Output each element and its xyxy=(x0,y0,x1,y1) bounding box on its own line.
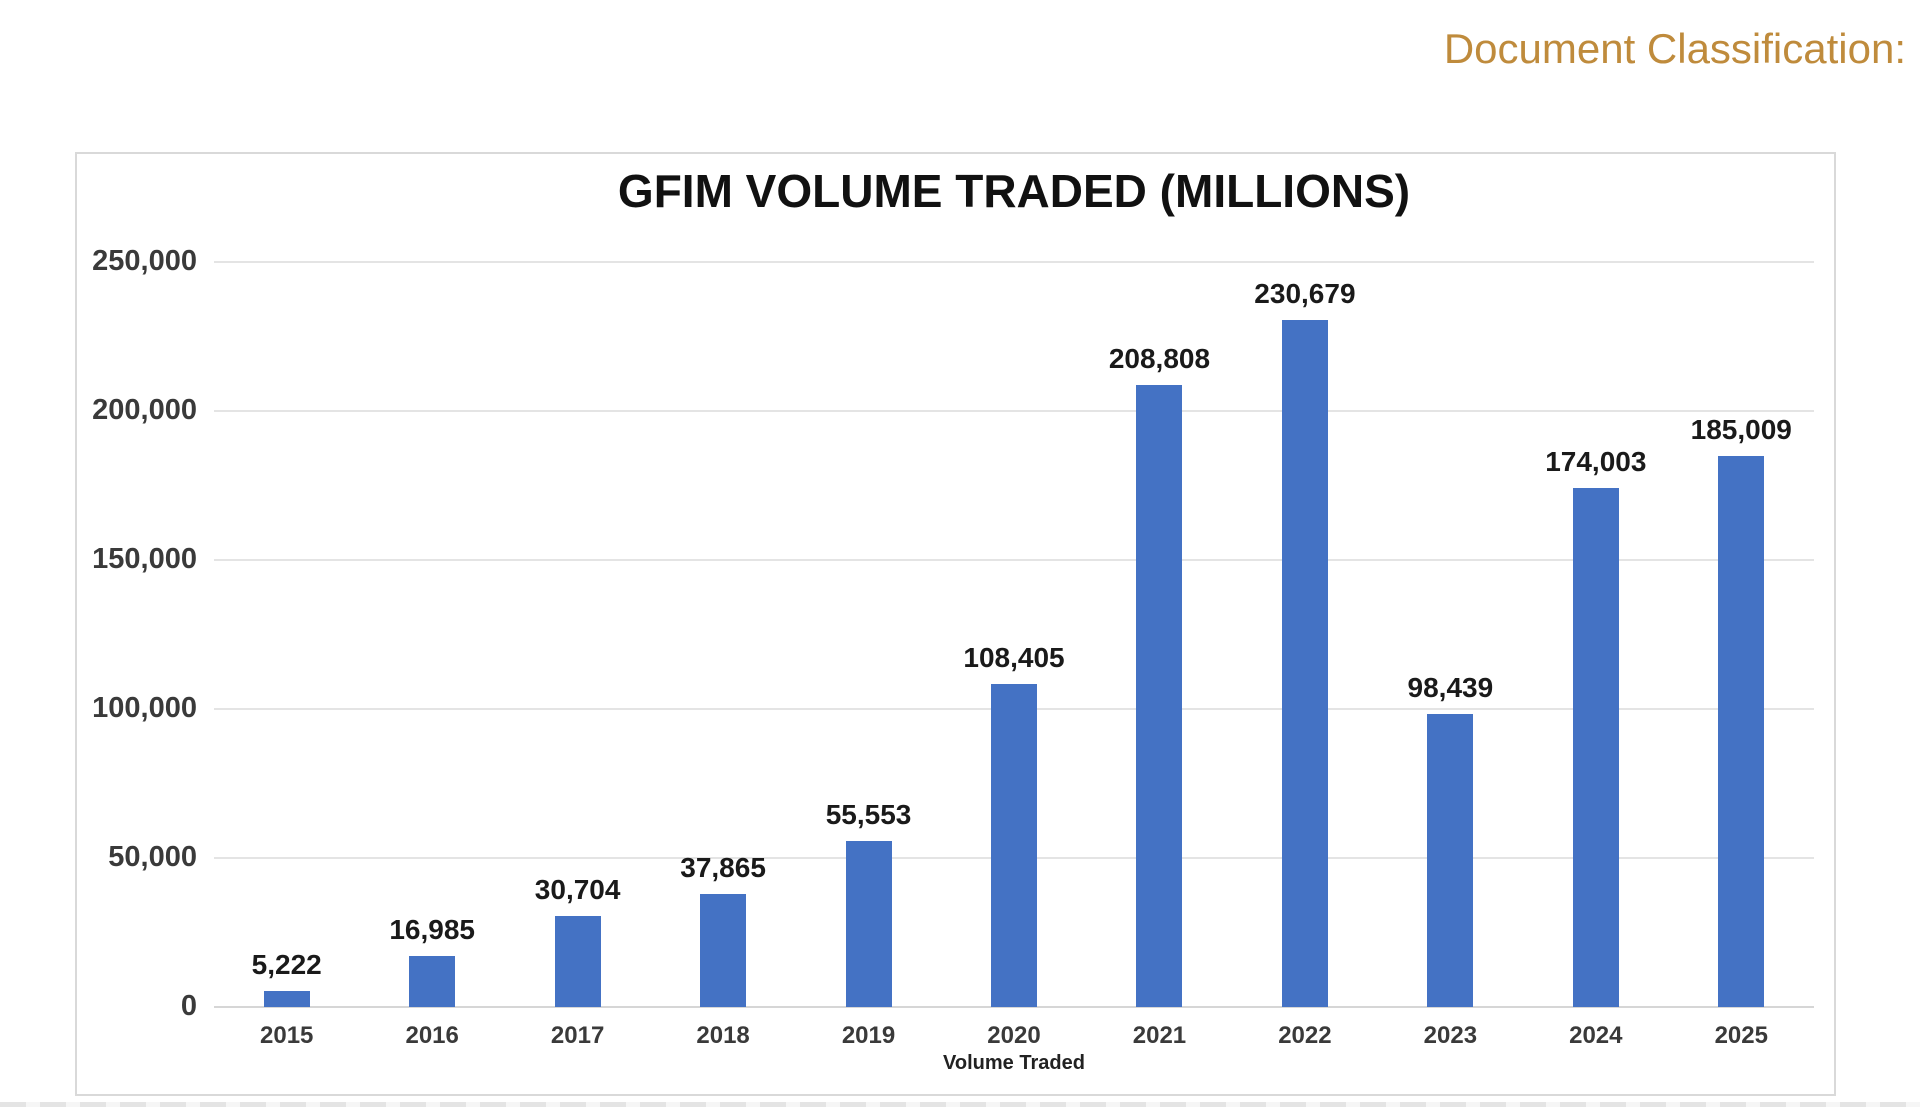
bar-2025 xyxy=(1718,455,1765,1007)
x-axis-tick-label: 2025 xyxy=(1714,1022,1768,1049)
gridline xyxy=(214,559,1814,561)
bar-2020 xyxy=(991,683,1037,1007)
bar-value-label: 208,808 xyxy=(1108,342,1211,374)
y-axis-tick-label: 50,000 xyxy=(108,841,197,873)
bar-2017 xyxy=(554,915,601,1007)
bar-2022 xyxy=(1281,319,1328,1007)
bar-2021 xyxy=(1136,384,1183,1007)
x-axis-tick-label: 2019 xyxy=(841,1022,896,1049)
document-classification-label: Document Classification: xyxy=(1443,25,1906,72)
chart-title: GFIM VOLUME TRADED (MILLIONS) xyxy=(617,165,1411,217)
bar-value-label: 37,865 xyxy=(680,852,766,884)
x-axis-tick-label: 2023 xyxy=(1423,1022,1478,1049)
chart-frame: GFIM VOLUME TRADED (MILLIONS) 0 50,000 100… xyxy=(75,152,1836,1096)
bar-value-label: 185,009 xyxy=(1690,413,1792,445)
x-axis-tick-label: 2020 xyxy=(987,1022,1041,1049)
bar-value-label: 230,679 xyxy=(1254,277,1356,309)
scan-edge-strip xyxy=(0,1102,1920,1107)
bar-2015 xyxy=(263,991,310,1007)
bar-2024 xyxy=(1572,488,1619,1007)
y-axis-tick-label: 200,000 xyxy=(92,394,197,426)
bar-value-label: 98,439 xyxy=(1407,671,1494,703)
x-axis-tick-label: 2016 xyxy=(405,1022,459,1049)
x-axis-line xyxy=(214,1006,1814,1008)
y-axis-tick-label: 100,000 xyxy=(92,692,197,724)
x-axis-tick-label: 2022 xyxy=(1278,1022,1332,1049)
x-axis-tick-label: 2017 xyxy=(550,1022,605,1049)
bar-value-label: 5,222 xyxy=(251,949,322,981)
bar-2019 xyxy=(845,841,892,1007)
y-axis-tick-label: 150,000 xyxy=(92,543,197,575)
bar-2023 xyxy=(1427,713,1474,1007)
x-axis-tick-label: 2018 xyxy=(696,1022,750,1049)
x-axis-tick-label: 2015 xyxy=(260,1022,314,1049)
bar-2016 xyxy=(409,956,456,1007)
y-axis-tick-label: 0 xyxy=(180,990,197,1022)
x-axis-tick-label: 2021 xyxy=(1132,1022,1187,1049)
bar-value-label: 16,985 xyxy=(389,914,475,946)
bar-2018 xyxy=(700,894,747,1007)
bar-value-label: 55,553 xyxy=(825,799,912,831)
y-axis-tick-label: 250,000 xyxy=(92,245,197,277)
gridline xyxy=(214,410,1814,412)
bar-value-label: 108,405 xyxy=(963,641,1065,673)
bar-value-label: 174,003 xyxy=(1545,446,1647,478)
x-axis-tick-label: 2024 xyxy=(1569,1022,1623,1049)
gridline xyxy=(214,261,1814,263)
bar-value-label: 30,704 xyxy=(534,873,621,905)
x-axis-title: Volume Traded xyxy=(943,1052,1085,1074)
